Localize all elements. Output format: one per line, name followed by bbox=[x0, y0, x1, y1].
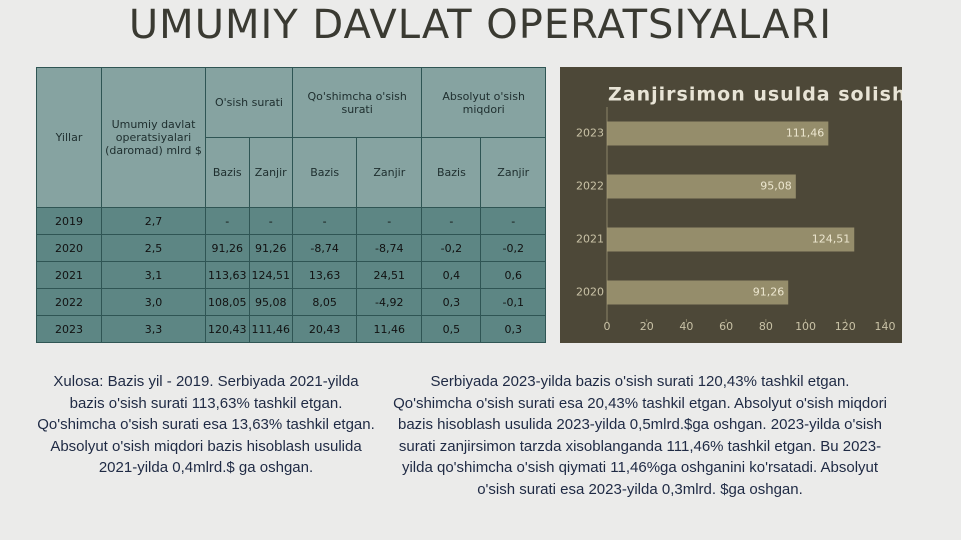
slide-title: UMUMIY DAVLAT OPERATSIYALARI bbox=[128, 2, 833, 48]
y-tick-label: 2020 bbox=[576, 286, 604, 299]
chart-title: Zanjirsimon usulda solishtiruv bbox=[608, 84, 902, 106]
table-cell: - bbox=[421, 207, 482, 235]
bar bbox=[607, 227, 855, 252]
x-tick-label: 120 bbox=[835, 320, 856, 333]
table-cell: -0,2 bbox=[480, 234, 546, 262]
table-row: 2022 3,0 108,05 95,08 8,05 -4,92 0,3 -0,1 bbox=[36, 288, 546, 316]
table-cell: 0,6 bbox=[480, 261, 546, 289]
header-cell: O'sish surati bbox=[205, 67, 293, 138]
table-cell: 2023 bbox=[36, 315, 102, 343]
bar bbox=[607, 174, 796, 199]
header-cell: Yillar bbox=[36, 67, 102, 208]
table-row: 2020 2,5 91,26 91,26 -8,74 -8,74 -0,2 -0,2 bbox=[36, 234, 546, 262]
table-cell: -8,74 bbox=[356, 234, 423, 262]
table-cell: 91,26 bbox=[248, 234, 293, 262]
table-cell: -4,92 bbox=[356, 288, 423, 316]
table-cell: 13,63 bbox=[291, 261, 358, 289]
table-cell: 113,63 bbox=[205, 261, 250, 289]
table-cell: - bbox=[248, 207, 293, 235]
header-row: Yillar Umumiy davlat operatsiyalari (daro… bbox=[36, 67, 546, 208]
table-row: 2023 3,3 120,43 111,46 20,43 11,46 0,5 0,3 bbox=[36, 315, 546, 343]
table-cell: 108,05 bbox=[205, 288, 250, 316]
table-cell: 24,51 bbox=[356, 261, 423, 289]
x-tick-label: 60 bbox=[719, 320, 733, 333]
header-cell: Umumiy davlat operatsiyalari (daromad) m… bbox=[101, 67, 206, 208]
table-cell: 3,1 bbox=[101, 261, 206, 289]
data-label: 124,51 bbox=[812, 233, 851, 246]
table-cell: -8,74 bbox=[291, 234, 358, 262]
x-tick-label: 0 bbox=[604, 320, 611, 333]
table-cell: -0,2 bbox=[421, 234, 482, 262]
y-tick-label: 2022 bbox=[576, 180, 604, 193]
data-label: 91,26 bbox=[753, 286, 785, 299]
y-tick-label: 2023 bbox=[576, 127, 604, 140]
x-tick-label: 40 bbox=[679, 320, 693, 333]
table-cell: 2,7 bbox=[101, 207, 206, 235]
table-cell: -0,1 bbox=[480, 288, 546, 316]
header-cell: Zanjir bbox=[480, 137, 546, 208]
table-cell: - bbox=[205, 207, 250, 235]
table-cell: 2019 bbox=[36, 207, 102, 235]
header-cell: Bazis bbox=[205, 137, 250, 208]
bar bbox=[607, 280, 789, 305]
table-cell: - bbox=[480, 207, 546, 235]
table-cell: 91,26 bbox=[205, 234, 250, 262]
header-cell: Absolyut o'sish miqdori bbox=[421, 67, 546, 138]
header-cell: Bazis bbox=[421, 137, 482, 208]
table-row: 2021 3,1 113,63 124,51 13,63 24,51 0,4 0,6 bbox=[36, 261, 546, 289]
y-tick-label: 2021 bbox=[576, 233, 604, 246]
data-table: Yillar Umumiy davlat operatsiyalari (daro… bbox=[36, 67, 546, 343]
table-cell: - bbox=[356, 207, 423, 235]
chart: Zanjirsimon usulda solishtiruv 0 20 40 60 80… bbox=[560, 67, 902, 343]
x-tick-label: 20 bbox=[640, 320, 654, 333]
table-cell: 3,0 bbox=[101, 288, 206, 316]
table-cell: 3,3 bbox=[101, 315, 206, 343]
data-label: 95,08 bbox=[760, 180, 792, 193]
table-cell: 2022 bbox=[36, 288, 102, 316]
table-cell: 20,43 bbox=[291, 315, 358, 343]
table-cell: - bbox=[291, 207, 358, 235]
table-cell: 0,3 bbox=[480, 315, 546, 343]
table-cell: 95,08 bbox=[248, 288, 293, 316]
paragraph: Xulosa: Bazis yil - 2019. Serbiyada 2021… bbox=[37, 373, 375, 476]
header-cell: Zanjir bbox=[248, 137, 293, 208]
table-cell: 0,3 bbox=[421, 288, 482, 316]
data-label: 111,46 bbox=[786, 127, 825, 140]
bar bbox=[607, 121, 829, 146]
table-row: 2019 2,7- - - - - - bbox=[36, 207, 546, 235]
table-cell: 2,5 bbox=[101, 234, 206, 262]
paragraph: Serbiyada 2023-yilda bazis o'sish surati… bbox=[393, 373, 887, 498]
table-cell: 2021 bbox=[36, 261, 102, 289]
table-cell: 0,5 bbox=[421, 315, 482, 343]
x-tick-label: 100 bbox=[795, 320, 816, 333]
table-cell: 111,46 bbox=[248, 315, 293, 343]
x-tick-label: 80 bbox=[759, 320, 773, 333]
header-cell: Bazis bbox=[291, 137, 358, 208]
header-cell: Qo'shimcha o'sish surati bbox=[291, 67, 423, 138]
header-row: Bazis Zanjir Bazis Zanjir Bazis Zanjir bbox=[37, 137, 546, 208]
table-cell: 120,43 bbox=[205, 315, 250, 343]
table-cell: 124,51 bbox=[248, 261, 293, 289]
x-tick-label: 140 bbox=[875, 320, 896, 333]
table-cell: 8,05 bbox=[291, 288, 358, 316]
header-cell: Zanjir bbox=[356, 137, 423, 208]
table-cell: 11,46 bbox=[356, 315, 423, 343]
table-cell: 0,4 bbox=[421, 261, 482, 289]
table-cell: 2020 bbox=[36, 234, 102, 262]
